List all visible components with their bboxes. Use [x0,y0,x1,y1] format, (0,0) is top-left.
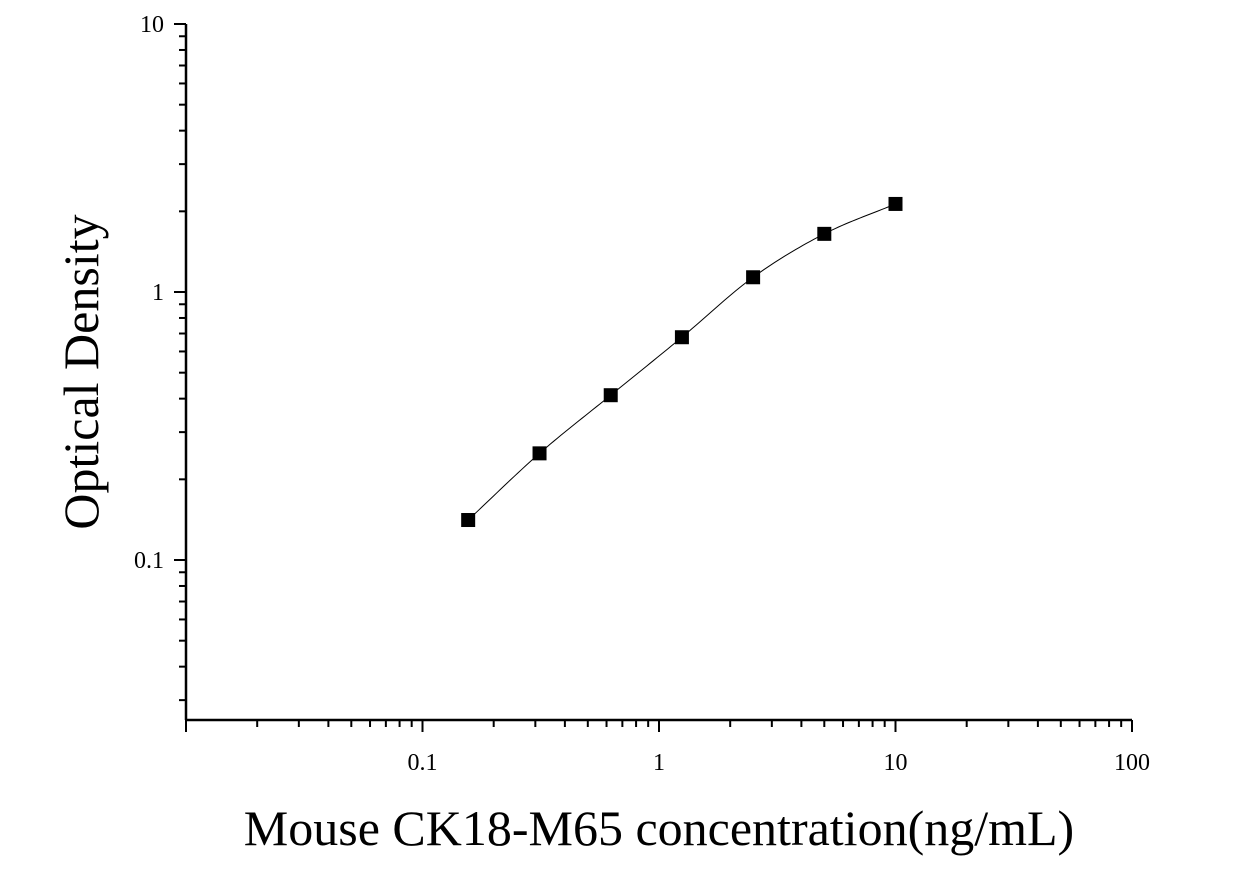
y-tick-label: 10 [140,12,164,38]
data-point-marker [603,388,618,403]
x-axis-title: Mouse CK18-M65 concentration(ng/mL) [244,800,1074,856]
y-tick-label: 0.1 [134,548,164,574]
data-point-marker [532,446,547,461]
x-tick-label: 0.1 [408,750,438,776]
data-point-marker [746,270,761,285]
tick-labels: 0.1 1 10 100 0.1 1 10 [134,12,1150,776]
axis-ticks [174,23,1133,732]
y-axis-title: Optical Density [53,214,109,529]
x-tick-label: 10 [884,750,908,776]
data-point-marker [888,196,903,211]
axes [184,24,1132,722]
x-tick-label: 100 [1114,750,1150,776]
fit-curve-line [467,203,896,521]
x-tick-label: 1 [653,750,665,776]
data-point-marker [461,513,476,528]
data-point-marker [674,330,689,345]
data-points [461,196,903,528]
y-tick-label: 1 [152,280,164,306]
data-point-marker [817,226,832,241]
